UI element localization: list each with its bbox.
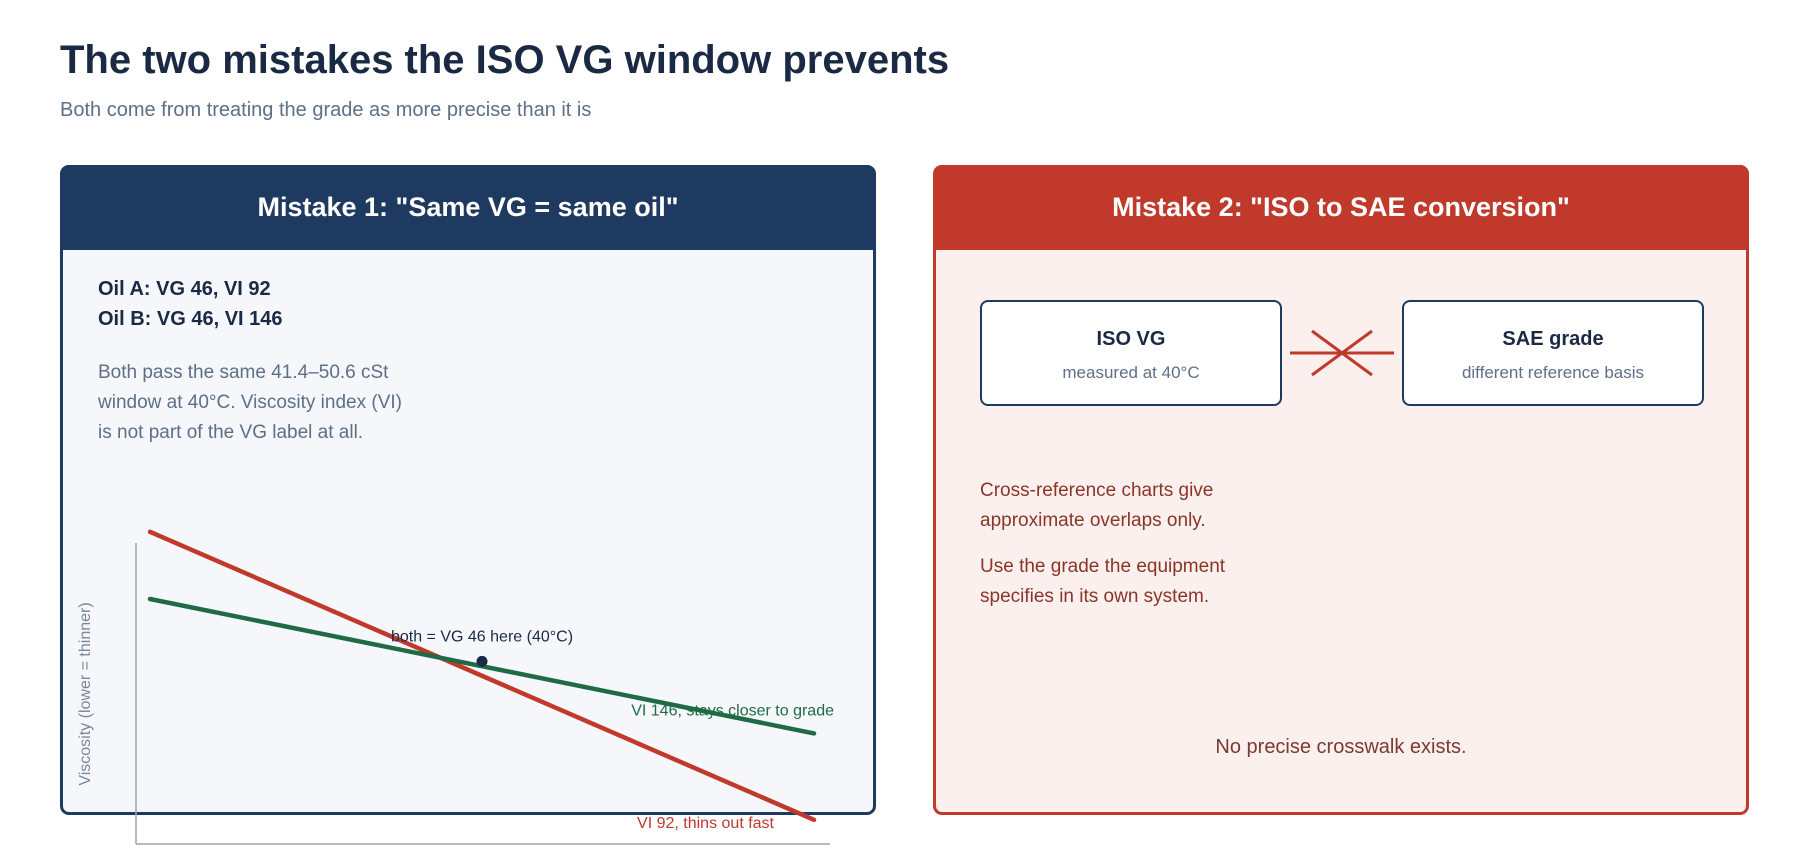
no-conversion-cross-icon — [1290, 329, 1394, 377]
series-line — [147, 529, 817, 823]
page-title: The two mistakes the ISO VG window preve… — [60, 38, 950, 82]
equipment-grade-note: Use the grade the equipment — [980, 556, 1226, 577]
mistake-1-panel: Mistake 1: "Same VG = same oil" Oil A: V… — [60, 165, 876, 815]
series-label: VI 92, thins out fast — [637, 815, 775, 832]
equipment-grade-note: specifies in its own system. — [980, 586, 1210, 607]
series-label: VI 146, stays closer to grade — [631, 702, 834, 719]
crosswalk-conclusion: No precise crosswalk exists. — [1215, 736, 1467, 758]
explanation-line: Both pass the same 41.4–50.6 cSt — [98, 362, 389, 383]
explanation-line: is not part of the VG label at all. — [98, 422, 364, 443]
mistake-1-title: Mistake 1: "Same VG = same oil" — [257, 192, 679, 222]
cross-reference-note: Cross-reference charts give — [980, 480, 1214, 501]
mistake-1-header: Mistake 1: "Same VG = same oil" — [60, 165, 876, 250]
iso-vg-box-subtitle: measured at 40°C — [1062, 363, 1200, 382]
cross-reference-note: approximate overlaps only. — [980, 510, 1206, 531]
y-axis-label: Viscosity (lower = thinner) — [77, 602, 94, 785]
sae-grade-box-title: SAE grade — [1502, 328, 1604, 350]
viscosity-temperature-chart: Viscosity (lower = thinner) VI 92, thins… — [77, 529, 834, 845]
oil-b-label: Oil B: VG 46, VI 146 — [98, 308, 283, 330]
mistake-2-panel: Mistake 2: "ISO to SAE conversion" ISO V… — [933, 165, 1749, 815]
iso-vg-box: ISO VG measured at 40°C — [980, 300, 1282, 406]
page-subtitle: Both come from treating the grade as mor… — [60, 99, 592, 121]
sae-grade-box-subtitle: different reference basis — [1461, 363, 1645, 382]
crossover-annotation: both = VG 46 here (40°C) — [391, 628, 573, 645]
mistake-2-title: Mistake 2: "ISO to SAE conversion" — [1112, 192, 1570, 222]
iso-vg-box-title: ISO VG — [1096, 328, 1166, 350]
mistake-2-header: Mistake 2: "ISO to SAE conversion" — [933, 165, 1749, 250]
oil-a-label: Oil A: VG 46, VI 92 — [98, 278, 271, 300]
explanation-line: window at 40°C. Viscosity index (VI) — [98, 392, 402, 413]
crossover-point — [476, 655, 488, 667]
sae-grade-box: SAE grade different reference basis — [1402, 300, 1704, 406]
